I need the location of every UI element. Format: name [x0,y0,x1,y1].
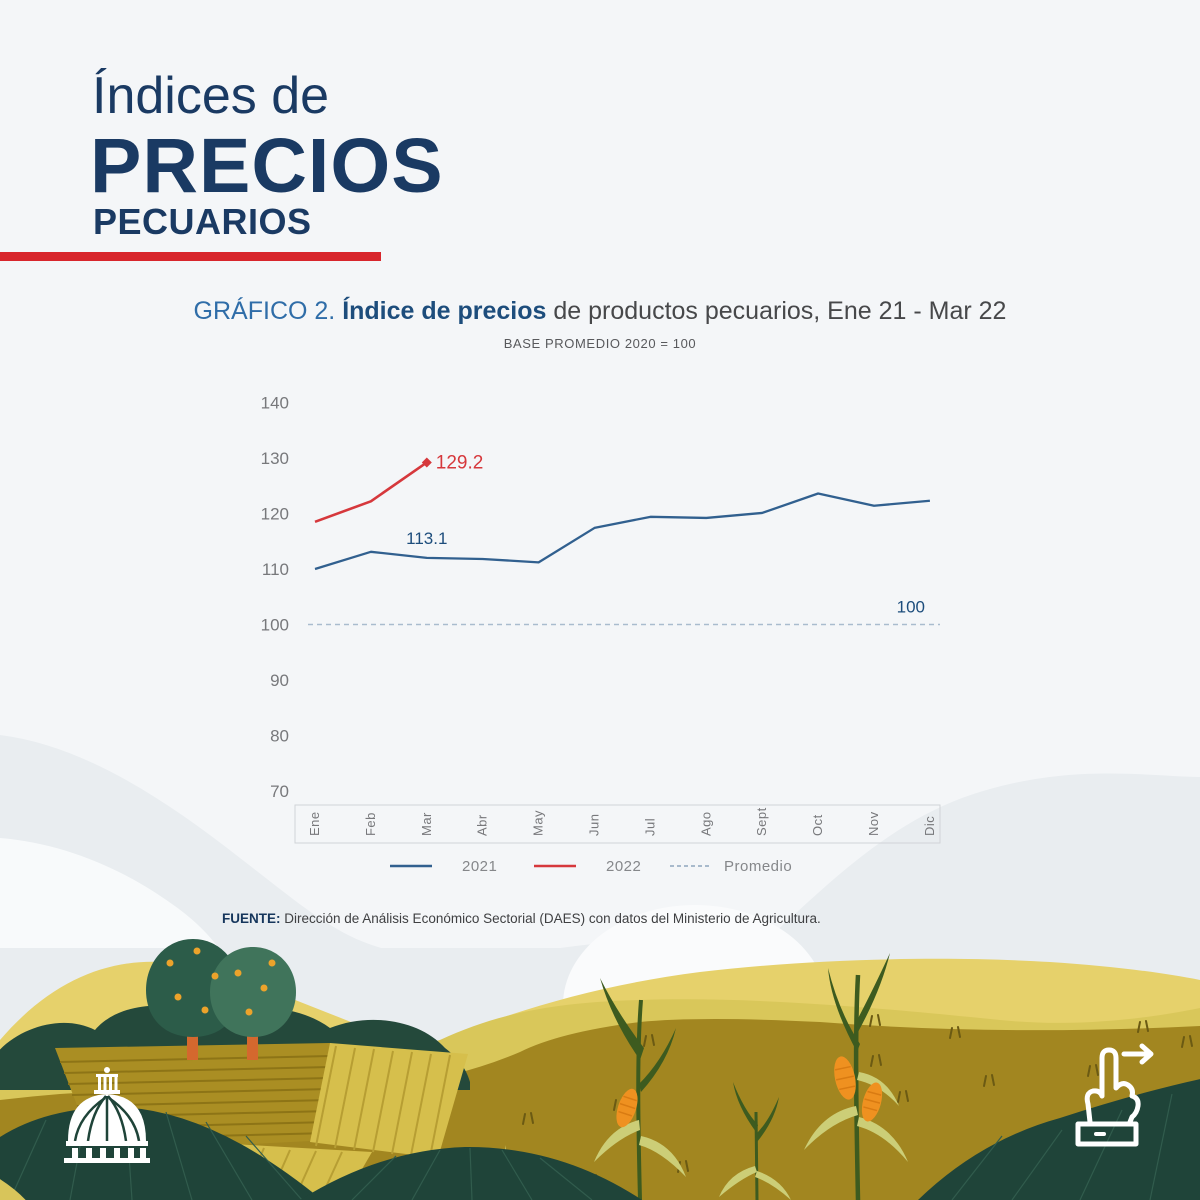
annotation-promedio: 100 [897,598,925,617]
y-tick-label: 70 [270,782,289,801]
x-tick-label: Jul [642,818,657,836]
x-axis-box [294,804,941,844]
x-tick-label: Nov [866,811,881,836]
capitol-dome-icon [64,1067,150,1163]
x-tick-label: Sept [754,807,769,836]
y-tick-label: 90 [270,671,289,690]
annotation-2021: 113.1 [406,529,447,548]
chart-subtitle: BASE PROMEDIO 2020 = 100 [503,336,697,351]
x-tick-label: Ene [307,811,322,836]
chart-title: GRÁFICO 2. Índice de precios de producto… [0,297,1200,326]
page-title-line3: PECUARIOS [93,201,312,242]
series-line-2022 [314,461,428,524]
x-tick-label: Jun [587,814,602,836]
legend-label-2022: 2022 [606,858,641,875]
annotation-2022: 129.2 [436,452,484,473]
legend-label-Promedio: Promedio [724,858,792,875]
x-tick-label: Ago [698,811,713,836]
x-tick-label: Mar [419,812,434,836]
x-tick-label: Abr [475,814,490,836]
chart-number-label: GRÁFICO 2. [193,297,336,325]
y-tick-label: 130 [261,449,289,468]
y-tick-label: 140 [261,394,289,413]
source-label: FUENTE: [222,911,281,926]
red-accent-bar [0,252,381,261]
y-tick-label: 120 [261,505,289,524]
x-tick-label: Dic [922,816,937,836]
swipe-hand-icon [1075,1043,1154,1147]
orange-tree-icon [146,939,296,1060]
x-tick-label: Feb [363,812,378,836]
y-tick-label: 110 [262,560,289,579]
page-title-line2: PRECIOS [90,123,444,209]
source-text: Dirección de Análisis Económico Sectoria… [280,911,821,926]
chart-title-rest: de productos pecuarios, [546,297,821,325]
legend-label-2021: 2021 [462,858,497,875]
series-line-2021 [314,492,931,571]
y-tick-label: 80 [270,727,289,746]
grass-tufts [522,1014,1193,1187]
y-tick-label: 100 [261,616,289,635]
x-tick-label: May [531,810,546,836]
source-note: FUENTE: Dirección de Análisis Económico … [222,911,821,926]
page-title-line1: Índices de [92,67,330,125]
chart-title-highlight: Índice de precios [342,297,547,325]
series-2022-marker [421,457,432,468]
chart-title-period: Ene 21 - Mar 22 [820,297,1007,325]
x-tick-label: Oct [810,814,825,836]
